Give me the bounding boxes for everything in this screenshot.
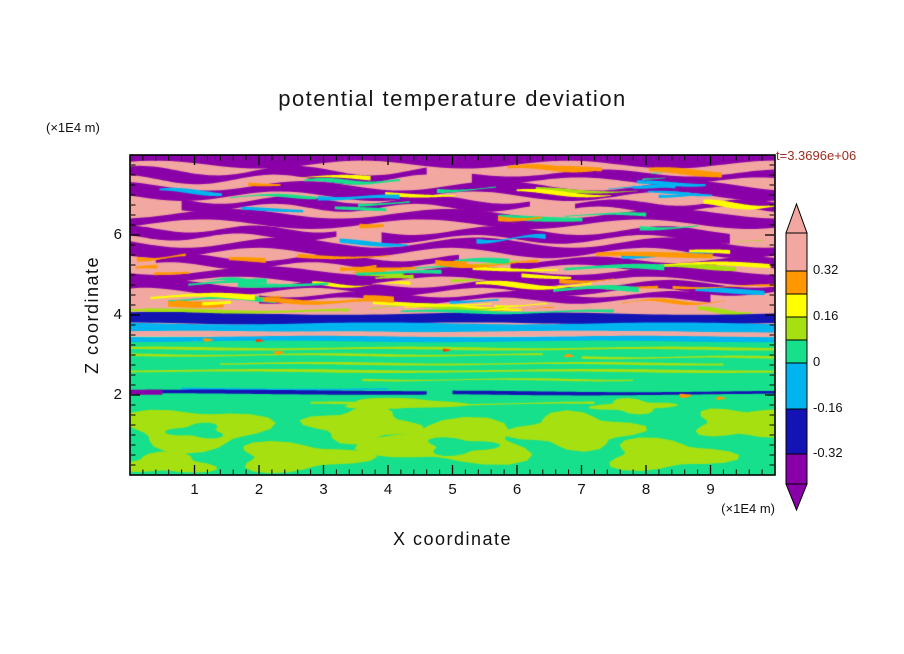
x-tick-label: 9 [706,481,715,498]
colorbar-segment [785,453,808,485]
x-tick-label: 3 [319,481,328,498]
x-axis-unit: (×1E4 m) [721,501,775,516]
x-tick-label: 8 [641,481,651,498]
colorbar-label: -0.16 [813,400,843,415]
colorbar-segment [785,339,808,364]
colorbar-segment [785,293,808,318]
colorbar-segment [785,408,808,455]
x-tick-label: 1 [190,481,199,498]
y-tick-label: 6 [113,226,122,243]
colorbar-segment [785,362,808,410]
colorbar-segment [785,232,808,272]
y-axis-unit: (×1E4 m) [46,120,100,135]
y-tick-label: 2 [113,386,122,403]
x-tick-label: 5 [448,481,457,498]
colorbar-segment [785,316,808,341]
x-tick-label: 4 [383,481,393,498]
x-axis-label: X coordinate [392,529,513,549]
chart-title: potential temperature deviation [278,86,627,111]
colorbar-bottom-arrow [785,483,808,512]
x-tick-label: 2 [254,481,264,498]
x-tick-label: 6 [512,481,522,498]
y-tick-label: 4 [113,306,122,323]
colorbar-segment [785,270,808,295]
timestamp: t=3.3696e+06 [776,148,857,163]
colorbar-label: 0 [813,354,821,369]
colorbar-label: -0.32 [813,445,843,460]
colorbar-top-arrow [785,202,808,234]
colorbar-label: 0.32 [813,262,839,277]
colorbar-label: 0.16 [813,308,839,323]
contour-field [130,155,775,475]
x-tick-label: 7 [577,481,586,498]
